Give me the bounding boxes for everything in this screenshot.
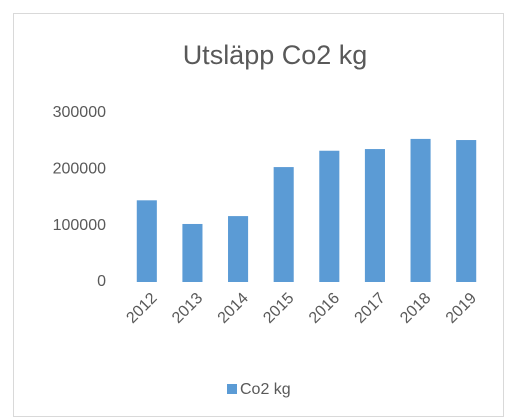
- y-tick-label: 200000: [53, 161, 106, 178]
- bar: [319, 150, 340, 282]
- bar: [456, 140, 477, 282]
- bar: [228, 216, 249, 282]
- y-tick-label: 100000: [53, 217, 106, 234]
- bar: [410, 138, 431, 282]
- bar: [136, 200, 157, 282]
- bar: [273, 167, 294, 282]
- bar: [182, 223, 203, 282]
- chart-title: Utsläpp Co2 kg: [183, 40, 368, 70]
- legend-label: Co2 kg: [240, 381, 291, 398]
- y-tick-label: 0: [97, 273, 106, 290]
- legend-swatch: [227, 384, 237, 394]
- bar: [364, 149, 385, 282]
- y-tick-label: 300000: [53, 104, 106, 121]
